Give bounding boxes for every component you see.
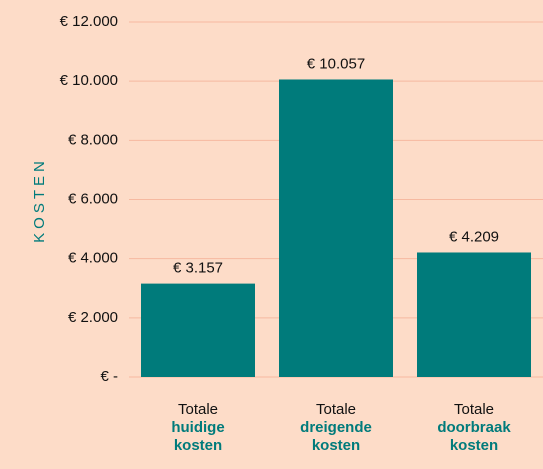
y-tick-label: € 6.000 <box>68 190 118 207</box>
value-label: € 10.057 <box>307 55 365 72</box>
x-tick-label: Totale <box>454 401 494 418</box>
x-tick-label: Totale <box>178 401 218 418</box>
bar <box>417 252 531 377</box>
value-label: € 3.157 <box>173 260 223 277</box>
x-tick-label: Totale <box>316 401 356 418</box>
x-tick-label: kosten <box>450 437 498 454</box>
x-tick-label: kosten <box>312 437 360 454</box>
y-axis-label: KOSTEN <box>31 157 48 243</box>
value-label: € 4.209 <box>449 228 499 245</box>
y-tick-label: € - <box>100 368 118 385</box>
x-tick-label: dreigende <box>300 419 372 436</box>
y-tick-label: € 2.000 <box>68 309 118 326</box>
y-tick-label: € 12.000 <box>60 13 118 30</box>
bar <box>141 283 255 377</box>
x-tick-label: huidige <box>171 419 224 436</box>
bar <box>279 79 393 378</box>
y-tick-label: € 10.000 <box>60 72 118 89</box>
x-tick-label: doorbraak <box>437 419 511 436</box>
y-tick-label: € 4.000 <box>68 250 118 267</box>
x-tick-label: kosten <box>174 437 222 454</box>
y-tick-label: € 8.000 <box>68 131 118 148</box>
